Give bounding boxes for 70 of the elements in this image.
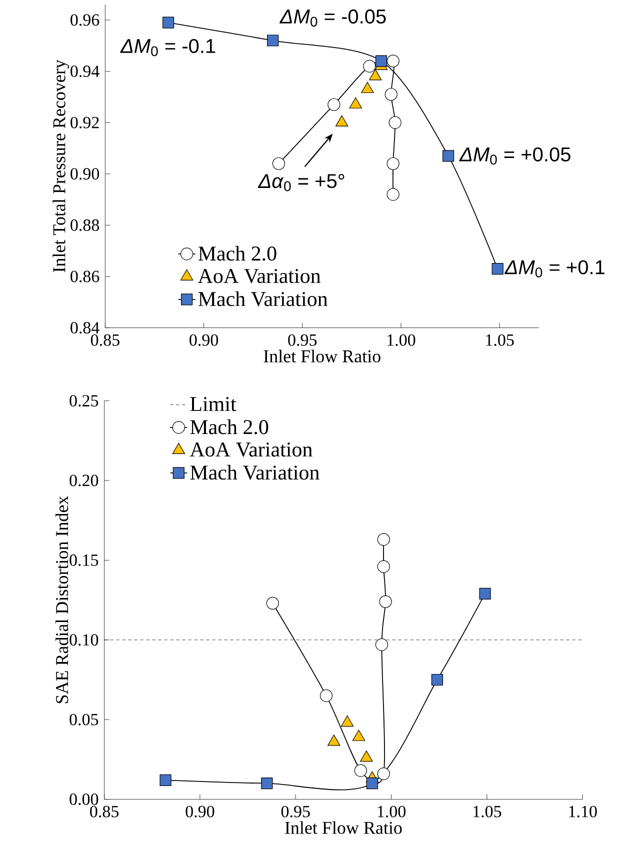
x-tick-label: 0.85 (90, 806, 119, 818)
y-tick-label: 0.94 (70, 66, 100, 78)
x-tick-label: 1.10 (569, 806, 597, 818)
x-tick-label: 1.00 (388, 334, 416, 346)
point (386, 157, 400, 170)
x-tick-label: 1.00 (378, 806, 406, 818)
y-tick-label: 0.96 (70, 14, 100, 26)
point (272, 157, 286, 170)
point (354, 764, 367, 777)
point (442, 150, 454, 162)
y-tick-label: 0.88 (70, 219, 100, 231)
point (340, 715, 354, 727)
point (479, 588, 491, 600)
point (379, 595, 392, 608)
y-tick-label: 0.84 (70, 322, 100, 334)
legend-label: Limit (190, 397, 236, 412)
legend-label: AoA Variation (198, 268, 321, 284)
point (384, 88, 398, 101)
point (261, 778, 273, 790)
point (267, 34, 279, 46)
point (352, 730, 366, 741)
point (328, 734, 340, 746)
y-tick-label: 0.25 (70, 395, 98, 407)
point (320, 689, 333, 702)
annotation: ΔM$_{0}$ = +0.1 (504, 260, 604, 278)
point (363, 60, 376, 72)
annotation: ΔM$_{0}$ = +0.05 (459, 147, 570, 165)
x-tick-label: 1.05 (474, 806, 502, 818)
legend-label: Mach Variation (198, 291, 328, 306)
point (388, 116, 402, 129)
point (160, 774, 172, 786)
point (375, 55, 388, 67)
point (162, 16, 174, 28)
y-tick-label: 0.86 (70, 270, 100, 282)
point (386, 54, 400, 68)
legend-label: Mach Variation (190, 464, 320, 480)
legend-label: Mach 2.0 (190, 419, 268, 434)
annotation: Δα$_{0}$ = +5° (258, 174, 344, 192)
point (492, 263, 504, 275)
legend-label: Mach 2.0 (198, 246, 276, 261)
point (377, 560, 390, 573)
y-tick-label: 0.20 (70, 474, 98, 486)
y-tick-label: 0.15 (70, 554, 98, 566)
y-tick-label: 0.05 (70, 714, 98, 726)
point (366, 778, 378, 790)
x-tick-label: 0.90 (190, 334, 218, 346)
y-tick-label: 0.90 (70, 168, 100, 180)
y-tick-label: 0.10 (70, 634, 98, 646)
x-tick-label: 0.95 (281, 806, 310, 818)
annotation: ΔM$_{0}$ = -0.05 (279, 9, 386, 27)
point (266, 596, 279, 610)
y-axis-title: Inlet Total Pressure Recovery (52, 60, 70, 272)
point (377, 533, 390, 546)
annotation: ΔM$_{0}$ = -0.1 (120, 38, 216, 56)
point (360, 750, 373, 762)
x-tick-label: 0.85 (90, 334, 120, 346)
point (431, 674, 443, 686)
x-tick-label: 1.05 (486, 334, 514, 346)
y-tick-label: 0.92 (70, 116, 99, 128)
point (386, 188, 400, 201)
point (328, 98, 340, 111)
x-tick-label: 0.90 (186, 806, 214, 818)
y-tick-label: 0.00 (70, 794, 98, 806)
y-axis-title: SAE Radial Distortion Index (55, 496, 68, 704)
x-axis-title: Inlet Flow Ratio (264, 350, 380, 362)
x-tick-label: 0.95 (288, 334, 317, 346)
x-axis-title: Inlet Flow Ratio (285, 821, 402, 834)
point (375, 638, 388, 651)
legend-label: AoA Variation (190, 442, 312, 457)
point (377, 767, 390, 780)
